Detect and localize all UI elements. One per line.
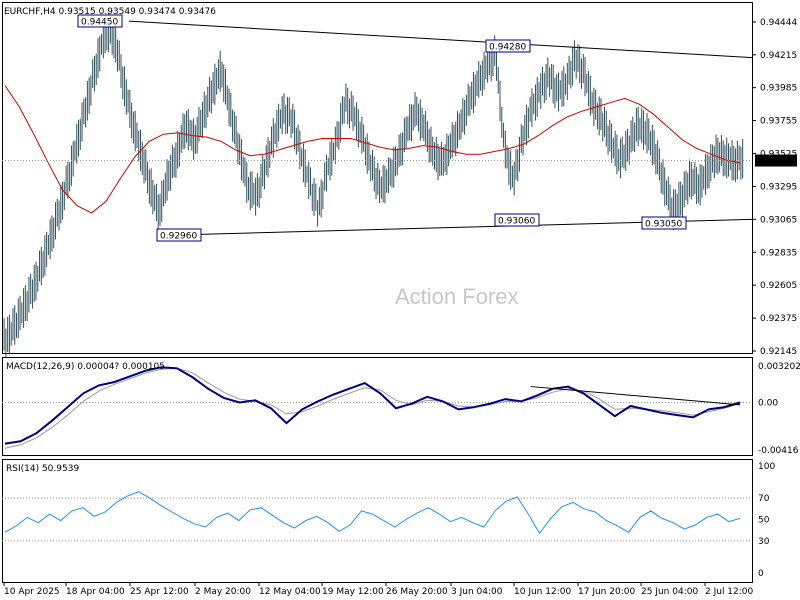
price-axis: 0.94444 0.94215 0.93985 0.93755 0.93525 0.932…	[752, 18, 797, 357]
price-annotation-label: 0.94450	[81, 18, 118, 28]
time-tick-label: 26 May 20:00	[386, 587, 448, 597]
main-panel-frame	[2, 2, 753, 354]
price-annotation-box	[156, 228, 202, 242]
time-tick-label: 18 Apr 04:00	[66, 587, 125, 597]
rsi-tick-label: 50	[758, 516, 770, 526]
time-tick-label: 10 Jun 12:00	[514, 587, 571, 597]
macd-panel-frame	[2, 357, 753, 456]
price-bars	[3, 12, 744, 358]
price-tick-label: 0.93985	[760, 84, 797, 94]
rsi-line: 100 70 50 30 0	[2, 462, 775, 579]
macd-title: MACD(12,26,9) 0.00004? 0.000105	[6, 362, 165, 372]
last-price-tag	[755, 154, 797, 167]
price-annotation-label: 0.94280	[489, 43, 526, 53]
macd-trendline	[530, 386, 741, 406]
price-tick-label: 0.93525	[760, 150, 797, 160]
price-annotations: 0.94450 0.94280 0.92960 0.93060 0.93050	[77, 14, 687, 242]
rsi-series-line	[4, 491, 741, 535]
time-axis: 10 Apr 2025 18 Apr 04:00 25 Apr 12:00 2 May…	[3, 582, 754, 597]
macd-tick-label: -0.00416	[758, 446, 799, 456]
time-tick-label: 25 Apr 12:00	[130, 587, 189, 597]
rsi-panel-frame	[2, 459, 753, 583]
rsi-tick-label: 100	[758, 462, 775, 472]
macd-tick-label: 0.003202	[758, 362, 800, 372]
watermark: Action Forex	[395, 284, 519, 309]
price-annotation-label: 0.93060	[498, 217, 535, 227]
time-tick-label: 2 Jul 12:00	[705, 587, 754, 597]
time-tick-label: 17 Jun 20:00	[578, 587, 635, 597]
macd-signal-line	[4, 367, 741, 449]
time-tick-label: 19 May 12:00	[322, 587, 384, 597]
rsi-tick-label: 30	[758, 537, 770, 547]
price-tick-label: 0.94444	[760, 18, 797, 28]
price-annotation-box	[641, 216, 687, 230]
price-tick-label: 0.92145	[760, 347, 797, 357]
price-annotation-label: 0.93050	[645, 220, 682, 230]
time-tick-label: 10 Apr 2025	[4, 587, 60, 597]
moving-average	[2, 85, 752, 214]
main-title: EURCHF,H4 0.93515 0.93549 0.93474 0.9347…	[4, 7, 216, 17]
macd-line	[4, 366, 741, 445]
trendline	[128, 20, 753, 59]
price-tick-label: 0.94215	[760, 51, 797, 61]
price-annotation-box	[494, 213, 540, 227]
price-tick-label: 0.93295	[760, 182, 797, 192]
time-tick-label: 3 Jun 04:00	[451, 587, 503, 597]
time-tick-label: 25 Jun 04:00	[641, 587, 698, 597]
time-tick-label: 2 May 20:00	[195, 587, 251, 597]
macd-tick-label: 0.00	[758, 399, 778, 409]
price-trendlines	[128, 20, 753, 235]
time-tick-label: 12 May 04:00	[259, 587, 321, 597]
rsi-tick-label: 0	[758, 569, 764, 579]
price-tick-label: 0.92375	[760, 314, 797, 324]
price-tick-label: 0.92605	[760, 281, 797, 291]
macd-lines: 0.003202 0.00 -0.00416	[2, 362, 800, 456]
price-tick-label: 0.92835	[760, 248, 797, 258]
last-price-label: 0.93476	[759, 157, 796, 167]
price-tick-label: 0.93065	[760, 215, 797, 225]
price-annotation-box	[485, 39, 531, 53]
rsi-tick-label: 70	[758, 494, 770, 504]
price-annotation-label: 0.92960	[160, 232, 197, 242]
price-annotation-box	[77, 14, 123, 28]
price-tick-label: 0.93755	[760, 117, 797, 127]
rsi-title: RSI(14) 50.9539	[6, 464, 79, 474]
moving-average-line	[4, 85, 741, 214]
